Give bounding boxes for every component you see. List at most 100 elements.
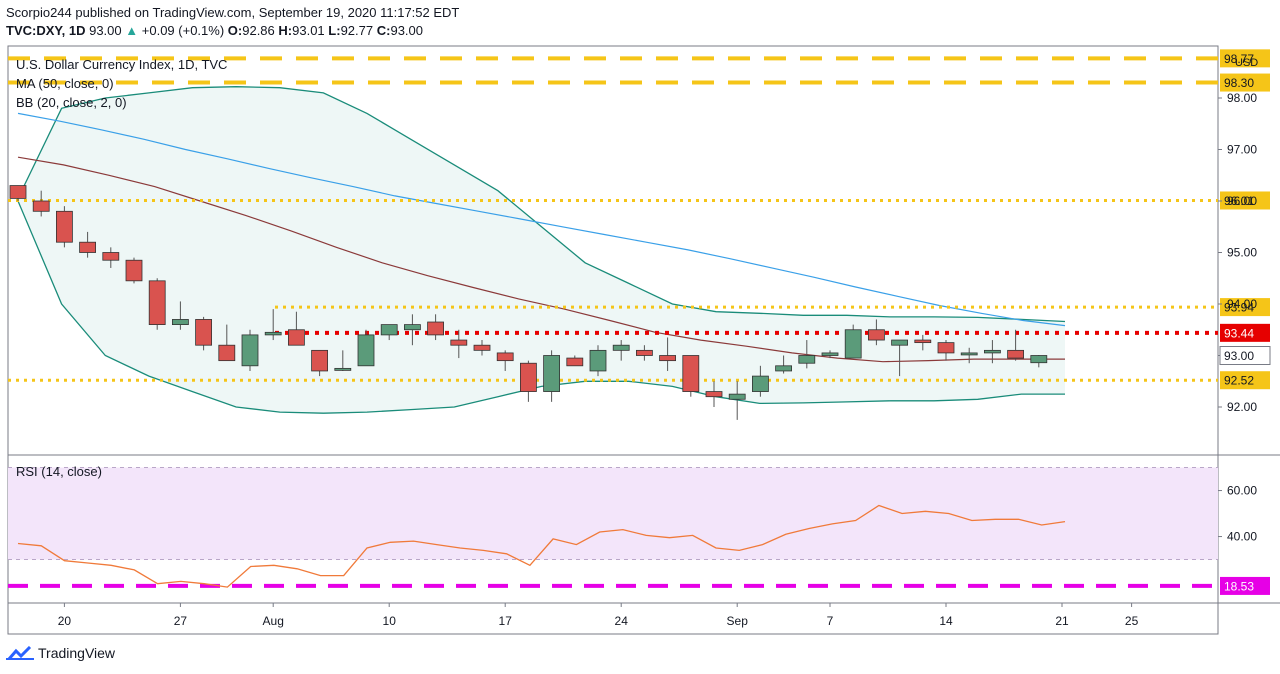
candle-body [821, 352, 839, 356]
candle[interactable] [752, 365, 769, 397]
candle-body [984, 349, 1001, 354]
candle[interactable] [937, 340, 955, 361]
candle-body [682, 355, 700, 392]
candle[interactable] [636, 345, 653, 361]
candle-body [1030, 355, 1048, 364]
candle[interactable] [311, 349, 329, 377]
close-value: 93.00 [390, 23, 424, 38]
candle-body [473, 344, 491, 351]
price-tick-label: 97.00 [1227, 143, 1257, 157]
level-tag-bg [1220, 191, 1270, 210]
candle[interactable] [9, 185, 27, 201]
candle[interactable] [891, 339, 908, 377]
candle[interactable] [844, 324, 862, 359]
candle-body [218, 344, 236, 362]
rsi-legend[interactable]: RSI (14, close) [16, 464, 102, 479]
tradingview-logo[interactable]: TradingView [6, 645, 115, 661]
candle[interactable] [868, 319, 885, 346]
rsi-level-tag [1220, 576, 1270, 595]
level-label-98-77: 98.77 [1220, 49, 1270, 68]
candle[interactable] [171, 301, 189, 330]
candle-body [636, 349, 653, 356]
level-label-93-94: 93.94 [1220, 298, 1270, 317]
bb-lower-line [17, 200, 1065, 414]
candle[interactable] [403, 314, 421, 346]
candle-body [56, 210, 73, 243]
level-tag-text: 98.30 [1224, 76, 1254, 90]
candle[interactable] [612, 340, 630, 361]
symbol-name[interactable]: TVC:DXY, 1D [6, 23, 86, 38]
last-price-tag [1219, 346, 1271, 365]
candle[interactable] [287, 311, 305, 346]
currency-label: USD [1235, 57, 1258, 69]
price-tick-label: 98.00 [1227, 91, 1257, 105]
candle-body [868, 329, 885, 341]
level-label-93-44: 93.44 [1220, 323, 1270, 342]
open-value: 92.86 [242, 23, 275, 38]
candle-body [79, 241, 96, 253]
chart-title: U.S. Dollar Currency Index, 1D, TVC [16, 57, 228, 72]
candle-body [775, 365, 792, 372]
candle[interactable] [1007, 329, 1024, 361]
candle[interactable] [32, 190, 50, 217]
price-tick-label: 92.00 [1227, 400, 1257, 414]
candle-body [334, 367, 352, 371]
candle[interactable] [682, 355, 700, 397]
candle[interactable] [914, 334, 932, 351]
candle[interactable] [102, 247, 120, 268]
level-tag-text: 93.44 [1224, 326, 1254, 340]
candle-body [380, 324, 398, 336]
candle[interactable] [543, 350, 560, 402]
candle[interactable] [380, 324, 398, 341]
candle[interactable] [728, 381, 746, 420]
candle-body [9, 185, 27, 199]
candle-body [891, 339, 908, 346]
candle-body [728, 393, 746, 400]
candle[interactable] [1030, 354, 1048, 368]
candle[interactable] [148, 278, 166, 330]
candle[interactable] [56, 206, 73, 248]
bb-legend[interactable]: BB (20, close, 2, 0) [16, 95, 127, 110]
close-label: C: [376, 23, 391, 38]
candle-body [102, 252, 120, 261]
candle[interactable] [705, 381, 723, 407]
candle-body [543, 355, 560, 392]
candle[interactable] [960, 347, 978, 364]
candle[interactable] [218, 324, 236, 362]
candle[interactable] [659, 337, 676, 371]
candle[interactable] [450, 329, 468, 359]
candle-body [450, 339, 468, 346]
candle-body [287, 329, 305, 346]
ma50-line [17, 156, 1065, 363]
candle[interactable] [241, 329, 259, 371]
level-label-92-52: 92.52 [1220, 371, 1270, 390]
candle-body [752, 375, 769, 392]
candle[interactable] [125, 257, 143, 284]
candle[interactable] [566, 355, 584, 367]
candle[interactable] [984, 340, 1001, 364]
candle[interactable] [264, 309, 282, 341]
candle[interactable] [79, 231, 96, 258]
level-tag-bg [1220, 371, 1270, 390]
candle[interactable] [334, 350, 352, 371]
candle[interactable] [195, 316, 213, 351]
time-tick-label: Sep [727, 614, 749, 628]
candle[interactable] [798, 340, 816, 369]
candle[interactable] [775, 355, 792, 374]
high-label: H: [278, 23, 293, 38]
time-tick-label: 10 [383, 614, 397, 628]
up-arrow-icon: ▲ [125, 23, 139, 38]
candle-body [520, 362, 537, 392]
candle[interactable] [496, 350, 514, 371]
ma-legend[interactable]: MA (50, close, 0) [16, 76, 114, 91]
candle[interactable] [589, 345, 607, 377]
candle[interactable] [427, 314, 445, 341]
candle[interactable] [520, 360, 537, 402]
open-label: O: [227, 23, 243, 38]
candle-body [1007, 349, 1024, 359]
candle[interactable] [821, 350, 839, 359]
candle[interactable] [357, 329, 375, 367]
candle[interactable] [473, 340, 491, 356]
rsi-tick-label: 40.00 [1227, 530, 1257, 544]
